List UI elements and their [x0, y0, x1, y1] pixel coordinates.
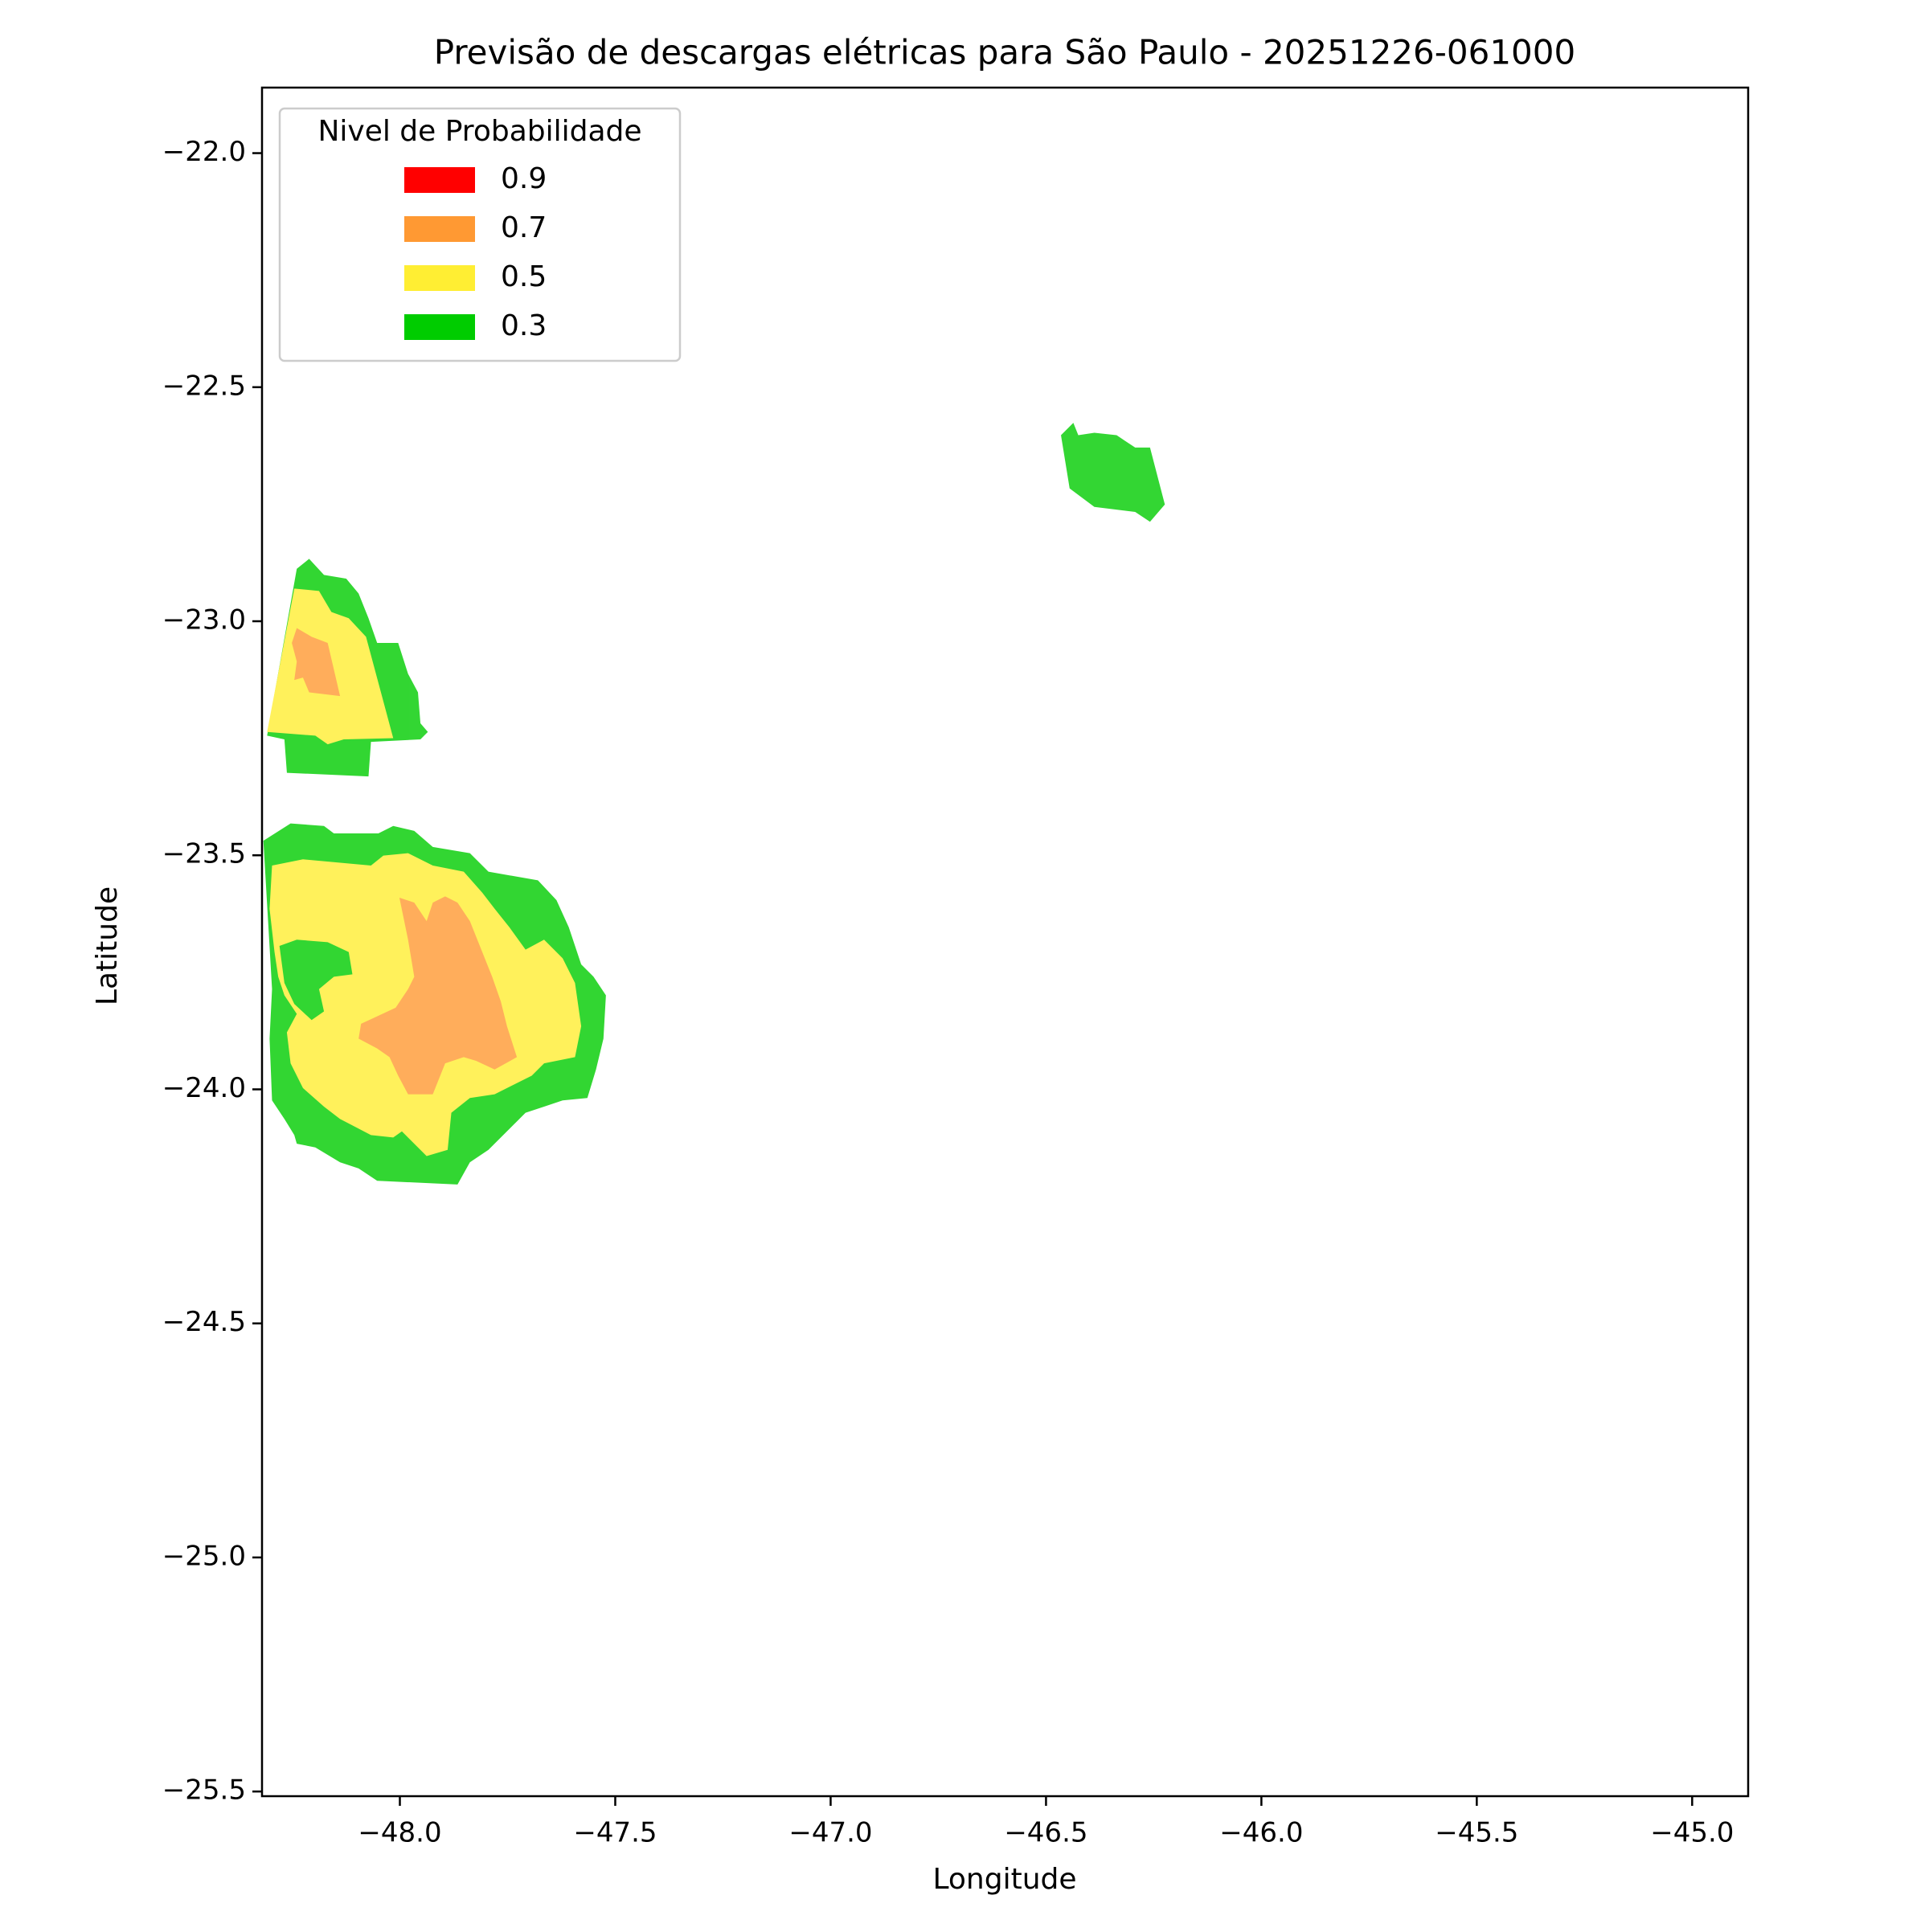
legend-box — [278, 107, 682, 362]
legend-swatch — [404, 265, 475, 291]
legend-swatch — [404, 167, 475, 193]
y-tick-label: −23.5 — [162, 838, 246, 870]
y-axis-label: Latitude — [91, 886, 124, 1005]
y-tick-label: −24.0 — [162, 1072, 246, 1104]
y-tick-label: −22.0 — [162, 136, 246, 168]
x-tick-label: −48.0 — [358, 1817, 441, 1849]
x-tick-label: −46.0 — [1219, 1817, 1303, 1849]
plot-frame — [260, 86, 1750, 1798]
y-tick-label: −25.0 — [162, 1540, 246, 1572]
contour-region — [1061, 423, 1165, 522]
x-axis-label: Longitude — [932, 1863, 1076, 1896]
legend-swatch — [404, 216, 475, 242]
x-tick-label: −47.0 — [788, 1817, 872, 1849]
x-tick-label: −46.5 — [1004, 1817, 1087, 1849]
y-tick-label: −23.0 — [162, 604, 246, 636]
legend-swatch — [404, 314, 475, 340]
chart-title: Previsão de descargas elétricas para São… — [434, 33, 1575, 72]
legend-label: 0.3 — [501, 309, 547, 342]
contour-region — [292, 628, 341, 697]
legend-label: 0.7 — [501, 211, 547, 244]
contour-region — [358, 896, 518, 1095]
legend-title: Nivel de Probabilidade — [317, 115, 641, 148]
x-tick-label: −45.5 — [1435, 1817, 1518, 1849]
legend-label: 0.5 — [501, 260, 547, 293]
y-tick-label: −24.5 — [162, 1306, 246, 1338]
contour-region — [279, 939, 353, 1021]
y-tick-label: −25.5 — [162, 1774, 246, 1807]
x-tick-label: −47.5 — [573, 1817, 657, 1849]
x-tick-label: −45.0 — [1650, 1817, 1734, 1849]
contour-regions — [263, 423, 1165, 1185]
y-tick-label: −22.5 — [162, 370, 246, 402]
legend-label: 0.9 — [501, 162, 547, 195]
